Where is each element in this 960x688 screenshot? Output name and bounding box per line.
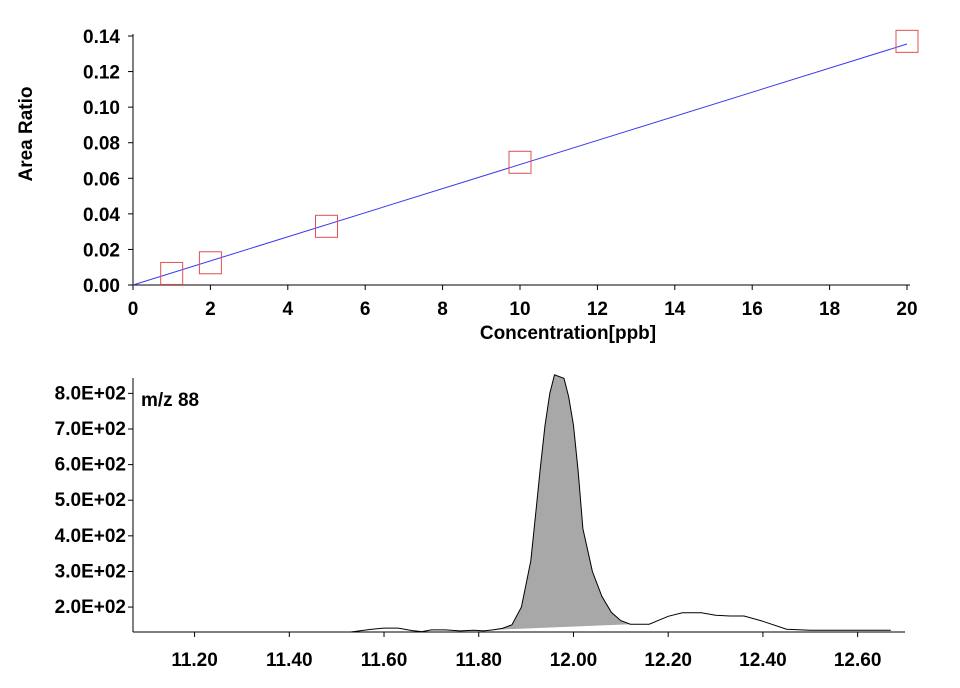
calibration-x-tick-label: 8 [437, 299, 448, 320]
calibration-y-axis-title: Area Ratio [16, 86, 37, 181]
chromatogram-x-tick-label: 12.60 [834, 650, 882, 671]
chromatogram-x-tick-label: 12.00 [550, 650, 598, 671]
calibration-x-tick-label: 16 [742, 299, 763, 320]
calibration-y-tick-label: 0.10 [83, 98, 120, 119]
calibration-y-tick-label: 0.14 [83, 27, 120, 48]
calibration-data-point [160, 261, 184, 285]
calibration-x-axis-title: Concentration[ppb] [480, 323, 656, 344]
calibration-y-tick-label: 0.04 [83, 205, 120, 226]
calibration-x-tick-label: 0 [128, 299, 139, 320]
calibration-data-point [895, 29, 919, 53]
chromatogram-x-tick-label: 12.40 [739, 650, 787, 671]
calibration-fit-line [132, 43, 908, 286]
chromatogram-x-tick-label: 11.80 [455, 650, 502, 671]
chromatogram-x-tick-label: 11.60 [361, 650, 408, 671]
calibration-x-tick-label: 18 [819, 299, 840, 320]
chromatogram-y-tick-label: 7.0E+02 [55, 419, 126, 440]
calibration-x-tick-label: 14 [664, 299, 686, 320]
calibration-x-tick-label: 12 [587, 299, 608, 320]
calibration-y-tick-label: 0.12 [83, 63, 120, 84]
calibration-y-tick-label: 0.08 [83, 134, 120, 155]
chromatogram-peak-area [493, 374, 631, 630]
chromatogram-y-tick-label: 3.0E+02 [55, 561, 126, 582]
chromatogram-y-tick-label: 4.0E+02 [55, 526, 126, 547]
calibration-x-tick-label: 2 [205, 299, 216, 320]
calibration-data-point [198, 251, 222, 275]
calibration-data-point [508, 150, 532, 174]
calibration-x-tick-label: 10 [509, 299, 530, 320]
chromatogram-y-tick-label: 8.0E+02 [55, 383, 126, 404]
chromatogram-x-tick-label: 11.40 [266, 650, 313, 671]
chromatogram-y-tick-label: 2.0E+02 [55, 597, 126, 618]
calibration-x-tick-label: 4 [283, 299, 294, 320]
calibration-y-tick-label: 0.02 [83, 240, 120, 261]
calibration-chart: 0 2 4 6 8 10 12 14 16 18 20 0.00 0.02 0.04 0.06 0.08 0.… [16, 27, 919, 344]
chromatogram-x-tick-label: 11.20 [171, 650, 218, 671]
chromatogram-y-tick-label: 5.0E+02 [55, 490, 126, 511]
calibration-x-tick-label: 20 [896, 299, 917, 320]
calibration-y-tick-label: 0.06 [83, 169, 120, 190]
chromatogram-y-tick-label: 6.0E+02 [55, 455, 126, 476]
calibration-y-tick-label: 0.00 [83, 276, 120, 297]
chromatogram-trace-line [133, 374, 891, 633]
chromatogram-x-tick-label: 12.20 [644, 650, 692, 671]
calibration-data-point [315, 214, 338, 238]
chromatogram-annotation-mz: m/z 88 [141, 390, 199, 411]
calibration-x-tick-label: 6 [360, 299, 371, 320]
chromatogram-chart: 11.20 11.40 11.60 11.80 12.00 12.20 12.40 12.60… [55, 374, 905, 671]
